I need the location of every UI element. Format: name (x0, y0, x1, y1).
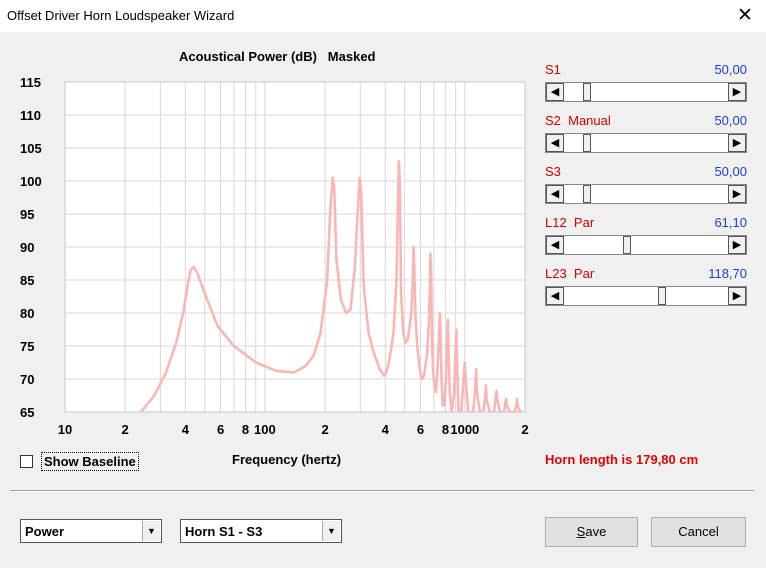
scroll-left-arrow-icon[interactable]: ◀ (546, 83, 564, 101)
horn-length-readout: Horn length is 179,80 cm (545, 452, 699, 467)
x-tick-label: 10 (58, 422, 72, 437)
scroll-left-arrow-icon[interactable]: ◀ (546, 185, 564, 203)
y-tick-label: 90 (20, 240, 34, 255)
x-tick-label: 2 (321, 422, 328, 437)
x-tick-label: 2 (521, 422, 528, 437)
slider-value: 50,00 (714, 62, 747, 77)
save-button[interactable]: Save (545, 517, 638, 547)
scrollbar-s1[interactable]: ◀ ▶ (545, 82, 747, 102)
scroll-thumb[interactable] (623, 236, 632, 254)
cancel-button[interactable]: Cancel (651, 517, 746, 547)
scroll-left-arrow-icon[interactable]: ◀ (546, 236, 564, 254)
slider-label: L23 Par (545, 266, 595, 281)
y-tick-label: 110 (20, 108, 41, 123)
y-tick-label: 100 (20, 174, 42, 189)
save-button-label: ave (585, 524, 607, 539)
close-icon[interactable]: ✕ (737, 5, 753, 26)
mode-select[interactable]: Power ▼ (20, 519, 162, 543)
scroll-thumb[interactable] (582, 185, 591, 203)
scroll-right-arrow-icon[interactable]: ▶ (728, 185, 746, 203)
y-tick-label: 85 (20, 273, 34, 288)
y-tick-label: 95 (20, 207, 34, 222)
chevron-down-icon[interactable]: ▼ (142, 521, 160, 541)
scroll-left-arrow-icon[interactable]: ◀ (546, 287, 564, 305)
plot-frame (64, 81, 526, 413)
slider-value: 118,70 (708, 266, 747, 281)
slider-value: 50,00 (714, 113, 747, 128)
mode-select-value: Power (25, 524, 65, 539)
scrollbar-l12[interactable]: ◀ ▶ (545, 235, 747, 255)
show-baseline-label[interactable]: Show Baseline (41, 452, 139, 471)
scroll-thumb[interactable] (582, 134, 591, 152)
x-axis-label: Frequency (hertz) (232, 452, 342, 467)
x-tick-label: 4 (382, 422, 390, 437)
slider-label: S1 (545, 62, 561, 77)
x-tick-label: 1000 (450, 422, 479, 437)
x-tick-label: 6 (217, 422, 224, 437)
slider-label: L12 Par (545, 215, 595, 230)
y-tick-label: 75 (20, 339, 34, 354)
scroll-thumb[interactable] (582, 83, 591, 101)
title-bar: Offset Driver Horn Loudspeaker Wizard ✕ (0, 0, 766, 32)
x-tick-label: 4 (182, 422, 190, 437)
scrollbar-s2[interactable]: ◀ ▶ (545, 133, 747, 153)
power-curve (139, 159, 522, 412)
x-tick-label: 100 (254, 422, 276, 437)
scroll-thumb[interactable] (657, 287, 666, 305)
show-baseline-checkbox[interactable] (20, 455, 33, 468)
window-title: Offset Driver Horn Loudspeaker Wizard (7, 8, 235, 23)
chart-title: Acoustical Power (dB) Masked (179, 49, 376, 64)
scroll-left-arrow-icon[interactable]: ◀ (546, 134, 564, 152)
y-tick-label: 65 (20, 405, 34, 420)
y-tick-label: 70 (20, 372, 34, 387)
horn-select[interactable]: Horn S1 - S3 ▼ (180, 519, 342, 543)
scrollbar-s3[interactable]: ◀ ▶ (545, 184, 747, 204)
slider-label: S2 Manual (545, 113, 611, 128)
x-tick-label: 6 (417, 422, 424, 437)
scroll-right-arrow-icon[interactable]: ▶ (728, 134, 746, 152)
y-tick-label: 115 (20, 75, 41, 90)
scroll-right-arrow-icon[interactable]: ▶ (728, 83, 746, 101)
save-button-mnemonic: S (576, 524, 586, 539)
chevron-down-icon[interactable]: ▼ (322, 521, 340, 541)
scroll-right-arrow-icon[interactable]: ▶ (728, 236, 746, 254)
slider-value: 61,10 (714, 215, 747, 230)
slider-value: 50,00 (714, 164, 747, 179)
x-tick-label: 8 (442, 422, 449, 437)
x-tick-label: 2 (122, 422, 129, 437)
y-tick-label: 105 (20, 141, 42, 156)
y-tick-label: 80 (20, 306, 34, 321)
divider (10, 490, 754, 492)
x-tick-label: 8 (242, 422, 249, 437)
scroll-right-arrow-icon[interactable]: ▶ (728, 287, 746, 305)
scrollbar-l23[interactable]: ◀ ▶ (545, 286, 747, 306)
slider-label: S3 (545, 164, 561, 179)
show-baseline-control[interactable]: Show Baseline (20, 452, 139, 471)
horn-select-value: Horn S1 - S3 (185, 524, 263, 539)
